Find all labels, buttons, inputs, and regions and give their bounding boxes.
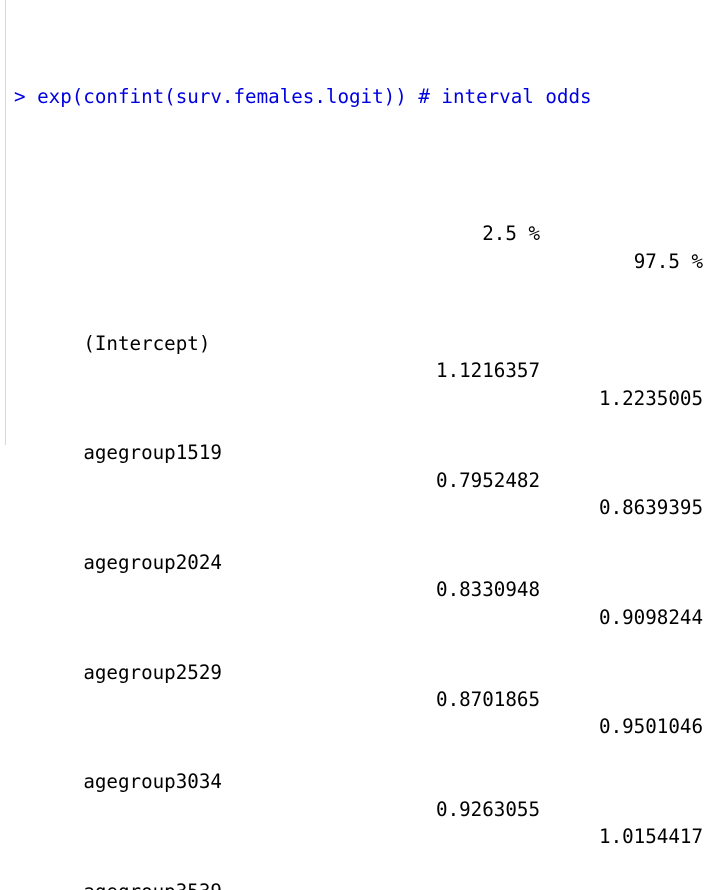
- row-term: agegroup3034: [83, 770, 222, 794]
- table-row: agegroup2024 0.8330948 0.9098244: [14, 522, 719, 629]
- row-term: agegroup1519: [83, 441, 222, 465]
- row-term: agegroup2024: [83, 551, 222, 575]
- row-upper-value: 0.9098244: [599, 605, 703, 629]
- console-left-gutter: [5, 0, 6, 445]
- row-upper-value: 1.0154417: [599, 825, 703, 849]
- row-lower-value: 1.1216357: [436, 359, 540, 383]
- column-header-upper: 97.5 %: [633, 249, 703, 273]
- table-row: agegroup3539 0.9787695 1.0827729: [14, 850, 719, 890]
- row-term: (Intercept): [83, 331, 211, 355]
- table-row: agegroup1519 0.7952482 0.8639395: [14, 412, 719, 519]
- table-row: agegroup2529 0.8701865 0.9501046: [14, 631, 719, 739]
- column-header-lower: 2.5 %: [482, 222, 540, 246]
- console-command-line: > exp(confint(surv.females.logit)) # int…: [14, 85, 592, 109]
- row-lower-value: 0.9263055: [436, 797, 540, 821]
- row-term: agegroup2529: [83, 660, 222, 684]
- row-lower-value: 0.8701865: [436, 688, 540, 712]
- row-upper-value: 0.9501046: [599, 715, 703, 739]
- row-term: agegroup3539: [83, 878, 222, 890]
- table-row: (Intercept) 1.1216357 1.2235005: [14, 302, 719, 410]
- table-row: agegroup3034 0.9263055 1.0154417: [14, 741, 719, 848]
- row-upper-value: 1.2235005: [599, 386, 703, 410]
- row-upper-value: 0.8639395: [599, 496, 703, 520]
- table-header-row: 2.5 % 97.5 %: [14, 193, 719, 272]
- row-lower-value: 0.7952482: [436, 468, 540, 492]
- row-lower-value: 0.8330948: [436, 578, 540, 602]
